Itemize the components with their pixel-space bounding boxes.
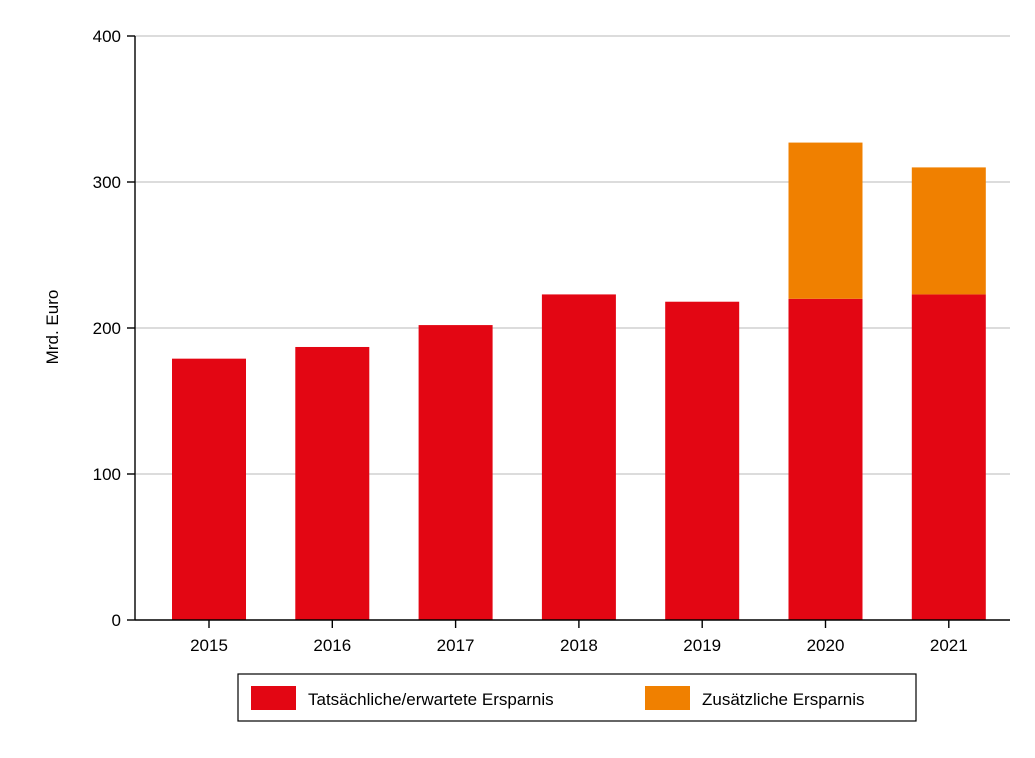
y-tick-label: 200 xyxy=(93,319,121,338)
bar-2017-series-1 xyxy=(418,325,493,620)
legend-swatch-series-1 xyxy=(251,686,296,710)
bar-2019-series-1 xyxy=(665,301,740,620)
bars xyxy=(172,142,986,620)
y-tick-label: 100 xyxy=(93,465,121,484)
legend: Tatsächliche/erwartete Ersparnis Zusätzl… xyxy=(237,673,917,722)
x-tick-label: 2019 xyxy=(683,636,721,655)
x-tick-labels: 2015 2016 2017 2018 2019 2020 2021 xyxy=(190,636,968,655)
x-tick-label: 2016 xyxy=(313,636,351,655)
legend-label-series-1: Tatsächliche/erwartete Ersparnis xyxy=(308,690,554,709)
bar-2021-series-2 xyxy=(911,167,986,295)
y-axis-title: Mrd. Euro xyxy=(43,290,62,365)
legend-swatch-series-2 xyxy=(645,686,690,710)
y-tick-label: 0 xyxy=(112,611,121,630)
bar-2020-series-2 xyxy=(788,142,863,299)
x-tick-label: 2015 xyxy=(190,636,228,655)
x-tick-label: 2021 xyxy=(930,636,968,655)
bar-2020-series-1 xyxy=(788,298,863,620)
y-tick-labels: 0 100 200 300 400 xyxy=(93,27,121,630)
x-tick-label: 2018 xyxy=(560,636,598,655)
axes xyxy=(127,35,1010,628)
x-tick-label: 2020 xyxy=(807,636,845,655)
x-tick-label: 2017 xyxy=(437,636,475,655)
bar-2021-series-1 xyxy=(911,294,986,620)
legend-label-series-2: Zusätzliche Ersparnis xyxy=(702,690,865,709)
bar-2015-series-1 xyxy=(172,358,246,620)
legend-frame xyxy=(237,673,917,722)
bar-2018-series-1 xyxy=(541,294,616,620)
y-tick-label: 400 xyxy=(93,27,121,46)
y-tick-label: 300 xyxy=(93,173,121,192)
bar-2016-series-1 xyxy=(295,346,370,620)
